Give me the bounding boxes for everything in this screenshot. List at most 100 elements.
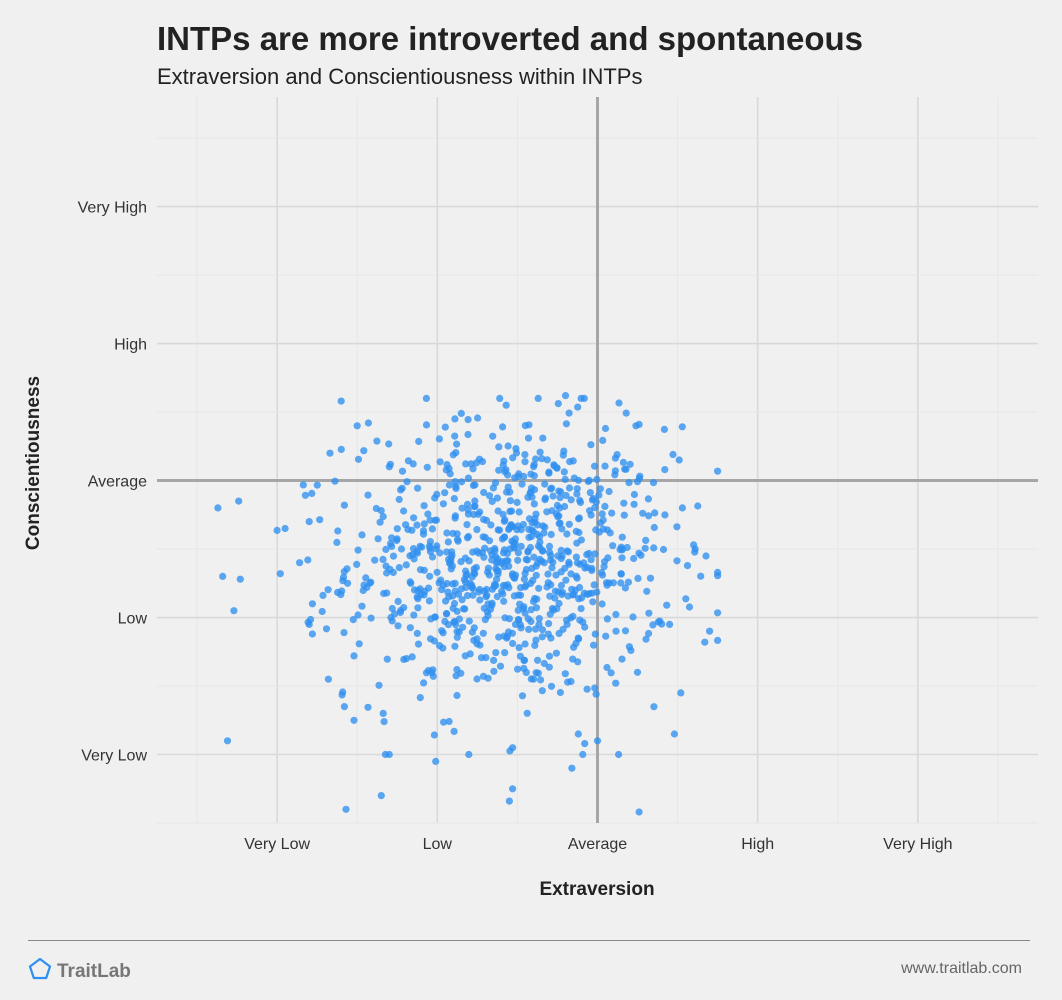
- scatter-point: [471, 497, 479, 505]
- brand-logo[interactable]: TraitLab: [28, 957, 131, 986]
- scatter-point: [547, 682, 556, 690]
- scatter-point: [453, 607, 461, 615]
- scatter-point: [326, 449, 334, 457]
- scatter-point: [620, 499, 628, 507]
- scatter-point: [373, 437, 381, 445]
- scatter-point: [428, 553, 437, 561]
- scatter-point: [567, 496, 575, 504]
- scatter-point: [501, 546, 509, 554]
- scatter-point: [589, 598, 597, 606]
- y-tick-label: Very Low: [81, 748, 147, 765]
- scatter-point: [670, 730, 679, 738]
- scatter-point: [494, 507, 502, 515]
- scatter-point: [426, 572, 434, 580]
- scatter-point: [324, 586, 332, 594]
- scatter-point: [422, 669, 431, 677]
- scatter-point: [565, 484, 574, 492]
- scatter-point: [416, 585, 424, 593]
- scatter-point: [462, 578, 470, 586]
- scatter-point: [574, 403, 582, 411]
- pentagon-icon: [28, 957, 52, 986]
- scatter-point: [596, 485, 605, 493]
- scatter-point: [423, 463, 431, 471]
- scatter-point: [521, 640, 529, 648]
- scatter-point: [379, 513, 387, 521]
- scatter-point: [473, 640, 481, 648]
- scatter-point: [568, 585, 576, 593]
- x-tick-label: Very High: [883, 836, 952, 853]
- site-url[interactable]: www.traitlab.com: [901, 960, 1022, 977]
- scatter-point: [525, 525, 533, 534]
- scatter-point: [673, 557, 681, 565]
- scatter-point: [409, 460, 417, 468]
- scatter-point: [545, 620, 553, 628]
- scatter-point: [523, 709, 531, 717]
- scatter-point: [547, 530, 555, 539]
- scatter-point: [549, 558, 557, 566]
- scatter-point: [556, 494, 564, 502]
- scatter-point: [441, 423, 449, 431]
- scatter-point: [496, 662, 505, 670]
- scatter-point: [424, 510, 432, 518]
- scatter-point: [463, 500, 472, 508]
- scatter-point: [532, 604, 541, 612]
- scatter-point: [701, 638, 709, 646]
- scatter-point: [633, 478, 642, 486]
- scatter-point: [543, 456, 551, 464]
- scatter-point: [521, 609, 529, 617]
- scatter-point: [502, 466, 510, 474]
- scatter-point: [506, 747, 514, 755]
- scatter-point: [476, 596, 484, 604]
- scatter-point: [556, 688, 565, 697]
- scatter-point: [493, 593, 501, 601]
- scatter-point: [316, 516, 324, 524]
- scatter-point: [603, 615, 612, 623]
- scatter-point: [443, 529, 451, 537]
- scatter-point: [453, 691, 461, 700]
- scatter-point: [430, 637, 438, 645]
- scatter-point: [530, 500, 538, 508]
- scatter-point: [483, 608, 491, 616]
- scatter-point: [521, 458, 529, 466]
- scatter-point: [531, 641, 539, 650]
- scatter-point: [573, 485, 581, 493]
- scatter-point: [393, 536, 401, 545]
- scatter-point: [449, 592, 457, 600]
- scatter-point: [714, 467, 722, 475]
- scatter-point: [618, 655, 626, 663]
- scatter-point: [520, 575, 529, 583]
- scatter-point: [299, 481, 307, 489]
- scatter-point: [569, 457, 577, 465]
- scatter-point: [495, 633, 503, 641]
- scatter-point: [560, 447, 568, 455]
- scatter-point: [340, 501, 348, 509]
- scatter-point: [482, 654, 490, 662]
- scatter-point: [479, 629, 487, 637]
- scatter-point: [473, 675, 481, 683]
- scatter-point: [598, 568, 606, 577]
- scatter-point: [469, 481, 477, 489]
- scatter-point: [625, 643, 634, 651]
- scatter-point: [599, 525, 608, 533]
- scatter-point: [499, 423, 507, 431]
- scatter-point: [630, 500, 638, 508]
- scatter-point: [557, 488, 565, 496]
- scatter-point: [646, 574, 655, 582]
- x-tick-label: Very Low: [244, 836, 310, 853]
- scatter-point: [433, 568, 441, 576]
- scatter-point: [514, 556, 522, 564]
- scatter-point: [538, 633, 546, 641]
- scatter-point: [358, 531, 366, 539]
- scatter-point: [214, 504, 222, 512]
- scatter-point: [508, 785, 517, 793]
- scatter-point: [439, 581, 447, 589]
- scatter-point: [386, 460, 394, 468]
- scatter-point: [630, 554, 638, 563]
- scatter-point: [525, 515, 534, 523]
- scatter-point: [556, 504, 564, 512]
- scatter-point: [694, 502, 702, 510]
- scatter-point: [518, 480, 526, 488]
- scatter-point: [276, 570, 284, 578]
- scatter-point: [524, 434, 533, 442]
- scatter-point: [644, 495, 653, 503]
